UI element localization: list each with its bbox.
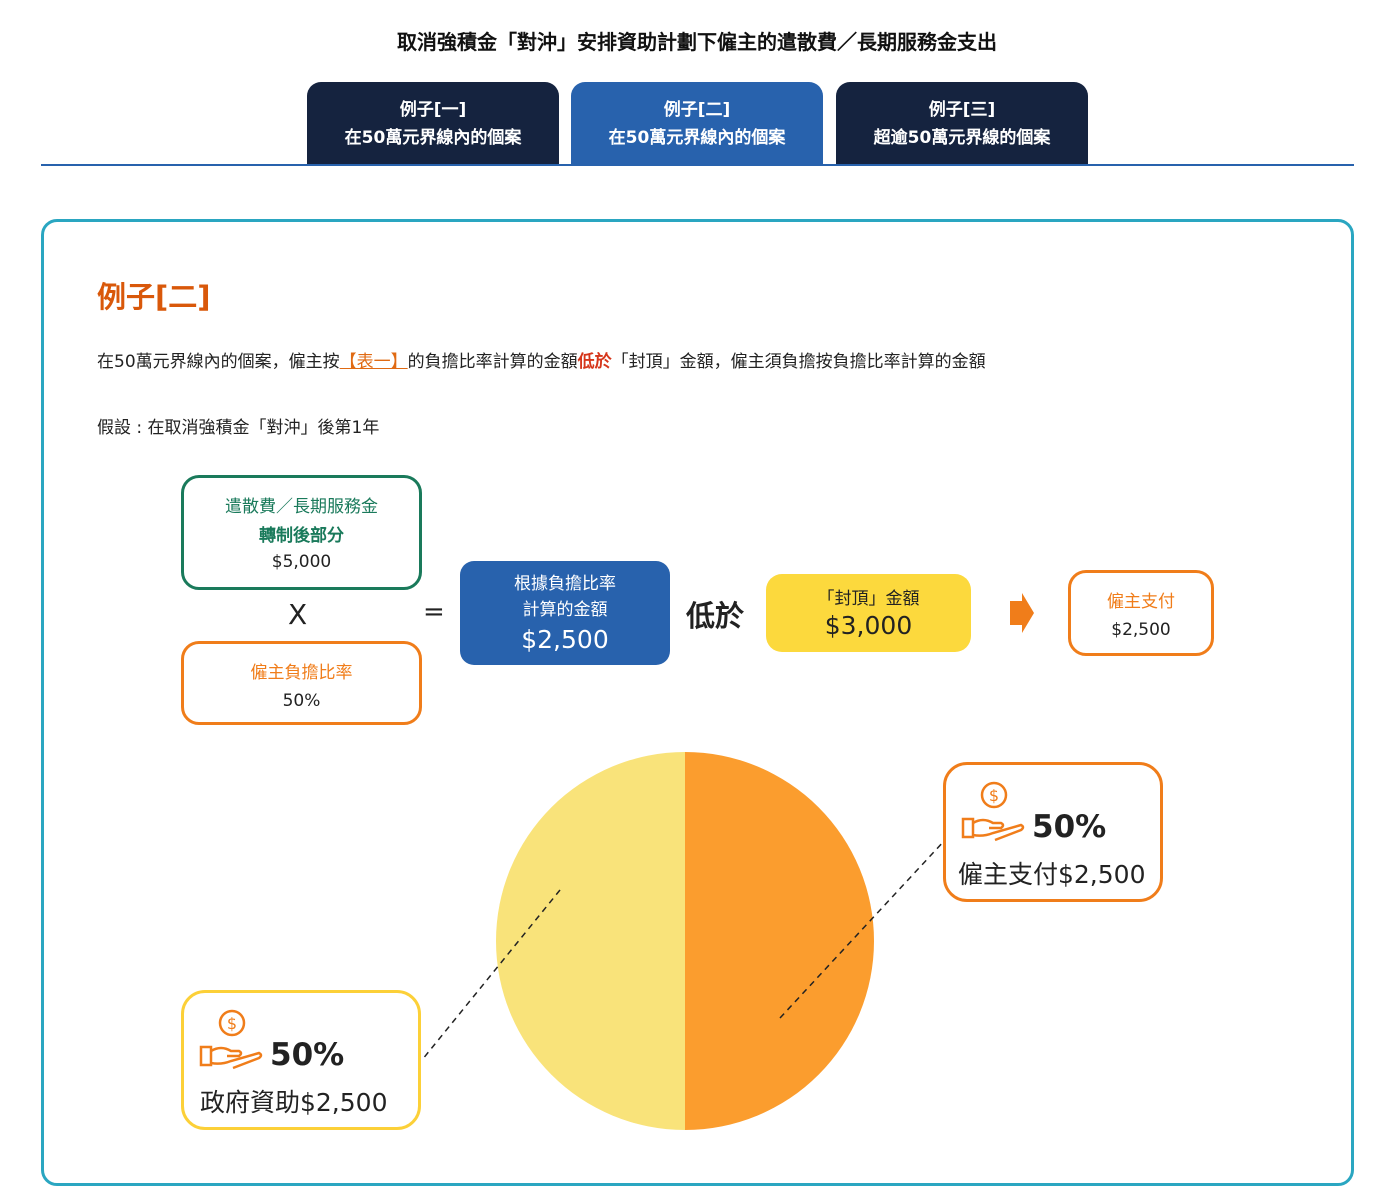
- tab-label: 例子[三]: [928, 100, 996, 120]
- calc-value: $2,500: [521, 625, 609, 654]
- rate-value: 50%: [282, 691, 321, 711]
- tab-sublabel: 在50萬元界線內的個案: [344, 128, 522, 148]
- government-callout: $ 50% 政府資助$2,500: [181, 990, 421, 1130]
- equals-sign: =: [423, 597, 445, 627]
- svg-text:$: $: [989, 786, 999, 805]
- tab-sublabel: 在50萬元界線內的個案: [608, 128, 786, 148]
- tab-sublabel: 超逾50萬元界線的個案: [873, 128, 1051, 148]
- desc-text: 的負擔比率計算的金額: [407, 352, 578, 372]
- rate-label: 僱主負擔比率: [250, 663, 353, 683]
- calc-sublabel: 計算的金額: [522, 600, 608, 620]
- times-sign: X: [288, 598, 308, 631]
- hand-coin-icon: $: [199, 1009, 263, 1070]
- cap-label: 「封頂」金額: [817, 589, 920, 609]
- government-amount: 政府資助$2,500: [200, 1088, 388, 1117]
- rate-box: 僱主負擔比率 50%: [181, 641, 422, 725]
- assumption: 假設 : 在取消強積金「對沖」後第1年: [97, 418, 380, 438]
- tab-example-2[interactable]: 例子[二] 在50萬元界線內的個案: [571, 82, 823, 164]
- lower-than-label: 低於: [686, 599, 745, 633]
- table-1-link[interactable]: 【表一】: [339, 352, 408, 372]
- calc-label: 根據負擔比率: [514, 574, 616, 594]
- tab-label: 例子[二]: [663, 100, 731, 120]
- severance-box: 遣散費／長期服務金 轉制後部分 $5,000: [181, 475, 422, 590]
- pie-slice-government: [496, 752, 685, 1130]
- arrow-right-icon: [1010, 593, 1034, 633]
- desc-highlight: 低於: [577, 352, 612, 372]
- employer-percent: 50%: [1032, 809, 1107, 845]
- example-description: 在50萬元界線內的個案，僱主按【表一】的負擔比率計算的金額低於「封頂」金額，僱主…: [97, 347, 986, 372]
- severance-sublabel: 轉制後部分: [259, 526, 344, 546]
- employer-amount: 僱主支付$2,500: [958, 860, 1146, 889]
- desc-text: 「封頂」金額，僱主須負擔按負擔比率計算的金額: [611, 352, 986, 372]
- calculated-amount-box: 根據負擔比率 計算的金額 $2,500: [460, 561, 670, 665]
- svg-text:$: $: [227, 1014, 237, 1033]
- tab-label: 例子[一]: [399, 100, 467, 120]
- employer-pays-box: 僱主支付 $2,500: [1068, 570, 1214, 656]
- tab-divider: [41, 164, 1354, 166]
- cap-value: $3,000: [824, 611, 913, 640]
- page-title: 取消強積金「對沖」安排資助計劃下僱主的遣散費／長期服務金支出: [397, 30, 997, 54]
- desc-text: 在50萬元界線內的個案，僱主按: [97, 352, 340, 372]
- tab-example-3[interactable]: 例子[三] 超逾50萬元界線的個案: [836, 82, 1088, 164]
- cap-box: 「封頂」金額 $3,000: [766, 574, 971, 652]
- example-title: 例子[二]: [97, 280, 211, 314]
- pie-slice-employer: [685, 752, 874, 1130]
- pie-chart: [496, 752, 874, 1130]
- employer-callout: $ 50% 僱主支付$2,500: [943, 762, 1163, 902]
- tab-example-1[interactable]: 例子[一] 在50萬元界線內的個案: [307, 82, 559, 164]
- severance-value: $5,000: [271, 552, 332, 572]
- pay-label: 僱主支付: [1107, 592, 1175, 612]
- example-card: [41, 219, 1354, 1186]
- severance-label: 遣散費／長期服務金: [225, 497, 378, 517]
- hand-coin-icon: $: [961, 781, 1025, 842]
- government-percent: 50%: [270, 1037, 345, 1073]
- pay-value: $2,500: [1111, 620, 1171, 640]
